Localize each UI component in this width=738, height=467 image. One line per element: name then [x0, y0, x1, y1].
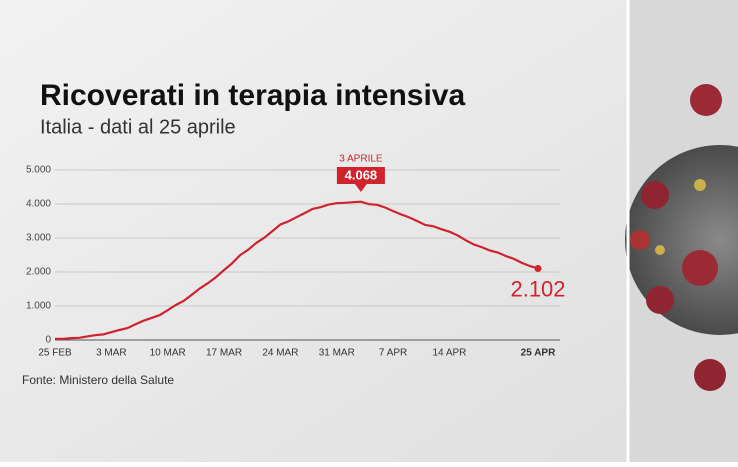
x-tick-label: 7 APR	[379, 348, 407, 359]
data-line	[55, 200, 539, 340]
x-tick-label: 25 FEB	[38, 348, 72, 359]
chart-subtitle: Italia - dati al 25 aprile	[40, 116, 236, 138]
x-tick-label: 25 APR	[521, 348, 556, 359]
value-label: 4.068	[345, 167, 378, 182]
x-tick-label: 3 MAR	[96, 348, 127, 359]
y-tick-label: 4.000	[26, 199, 51, 210]
source: Fonte: Ministero della Salute	[22, 373, 174, 387]
x-tick-label: 17 MAR	[206, 348, 242, 359]
y-tick-label: 2.000	[26, 267, 51, 278]
virus-illustration	[625, 0, 738, 462]
x-tick-label: 14 APR	[432, 348, 466, 359]
y-tick-label: 0	[45, 335, 51, 346]
label-box	[336, 167, 385, 184]
y-tick-label: 3.000	[26, 233, 51, 244]
value-label: 2.102	[510, 276, 565, 301]
annotation: 3 APRILE	[339, 154, 383, 165]
x-tick-label: 10 MAR	[150, 348, 186, 359]
chart-title: Ricoverati in terapia intensiva	[40, 79, 465, 112]
x-tick-label: 24 MAR	[262, 348, 298, 359]
label-pointer	[354, 184, 367, 192]
end-point	[534, 265, 542, 273]
y-tick-label: 1.000	[26, 301, 51, 312]
x-tick-label: 31 MAR	[319, 348, 355, 359]
y-tick-label: 5.000	[26, 165, 51, 176]
